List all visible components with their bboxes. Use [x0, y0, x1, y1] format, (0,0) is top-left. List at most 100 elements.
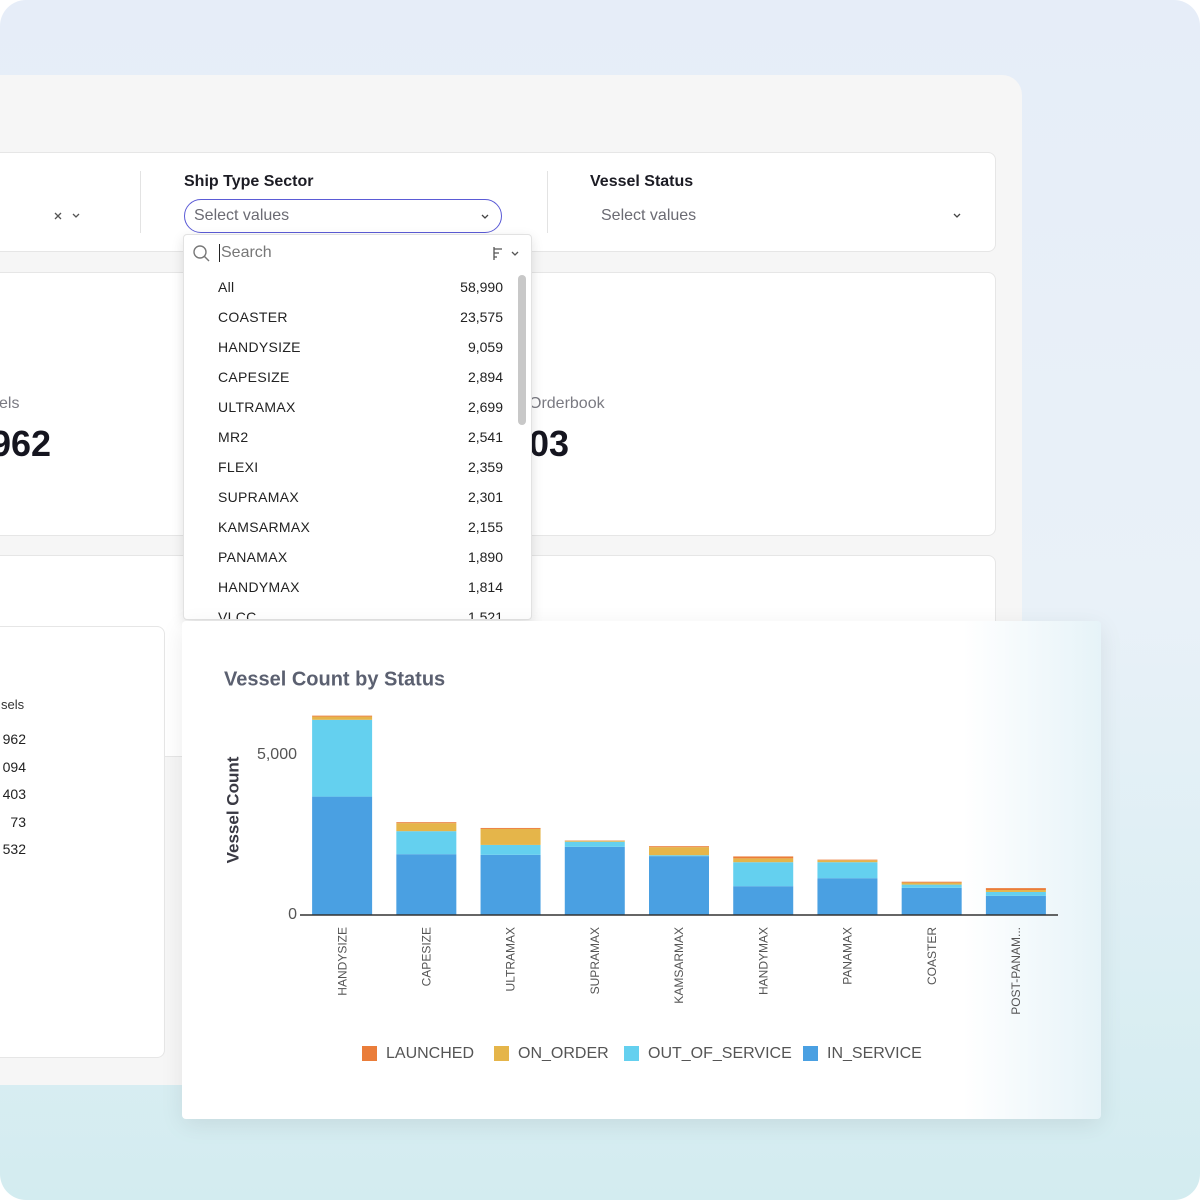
table-card: sels 962 094 403 73 532	[0, 626, 165, 1058]
legend-swatch	[803, 1046, 818, 1061]
scrollbar[interactable]	[518, 275, 526, 425]
bar-segment	[901, 887, 962, 915]
legend-label: IN_SERVICE	[827, 1045, 922, 1062]
chevron	[481, 214, 489, 219]
option-list: All 58,990 COASTER 23,575 HANDYSIZE 9,059 CAPE…	[184, 271, 531, 619]
bar-segment	[649, 847, 709, 856]
x-tick-label: KAMSARMAX	[672, 927, 686, 1004]
filter-label: Ship Type Sector	[184, 173, 314, 190]
option[interactable]: ULTRAMAX 2,699	[184, 391, 531, 421]
bar-segment	[649, 846, 709, 848]
x-tick-label: HANDYSIZE	[335, 927, 349, 996]
bar-segment	[985, 895, 1046, 915]
divider	[547, 171, 548, 233]
option-name: PANAMAX	[218, 549, 288, 565]
kpi-label: Orderbook	[529, 395, 605, 412]
option[interactable]: VLCC 1,521	[184, 601, 531, 620]
bar-segment	[396, 854, 457, 915]
bar-segment	[564, 840, 625, 842]
x-tick-label: SUPRAMAX	[588, 927, 602, 994]
table-cell: 403	[2, 786, 26, 802]
filter-label: Vessel Status	[590, 173, 694, 190]
option-count: 23,575	[460, 309, 503, 325]
y-axis-label: Vessel Count	[223, 756, 242, 863]
bar-segment	[480, 827, 541, 829]
bar-segment	[985, 891, 1046, 896]
x-tick-label: CAPESIZE	[420, 927, 434, 986]
y-tick-label: 5,000	[257, 746, 297, 763]
bar-segment	[817, 860, 878, 863]
search-icon	[193, 245, 210, 262]
table-cell: 094	[2, 758, 26, 775]
bar-segment	[985, 888, 1046, 891]
bar-segment	[396, 822, 457, 824]
option[interactable]: COASTER 23,575	[184, 301, 531, 331]
clear-icons	[54, 212, 80, 220]
option[interactable]: HANDYMAX 1,814	[184, 571, 531, 601]
search-input[interactable]: Search	[219, 244, 272, 262]
option-count: 1,890	[467, 549, 503, 565]
option[interactable]: FLEXI 2,359	[184, 451, 531, 481]
option-count: 2,894	[467, 369, 503, 385]
bar-segment	[312, 796, 373, 915]
select-placeholder: Select values	[194, 207, 290, 224]
option[interactable]: KAMSARMAX 2,155	[184, 511, 531, 541]
legend-swatch	[624, 1046, 639, 1061]
bar-segment	[817, 878, 878, 915]
option-name: All	[218, 279, 235, 295]
x-tick-label: ULTRAMAX	[504, 927, 518, 991]
option-name: VLCC	[218, 609, 257, 620]
bar-segment	[901, 881, 962, 883]
table-cell: 73	[10, 813, 26, 830]
option-name: CAPESIZE	[218, 369, 290, 385]
dropdown: Search All 58,990 COASTER 23,575 HANDYSIZE 9,…	[183, 234, 532, 620]
legend-label: ON_ORDER	[518, 1045, 609, 1062]
x-tick-label: PANAMAX	[841, 927, 855, 985]
bar-segment	[733, 856, 794, 859]
option[interactable]: SUPRAMAX 2,301	[184, 481, 531, 511]
option[interactable]: All 58,990	[184, 271, 531, 301]
option-name: COASTER	[218, 309, 288, 325]
option-count: 2,541	[467, 429, 503, 445]
legend-label: OUT_OF_SERVICE	[648, 1045, 792, 1062]
option[interactable]: HANDYSIZE 9,059	[184, 331, 531, 361]
bar-segment	[480, 854, 541, 915]
kpi-value: 03	[529, 423, 570, 464]
x-tick-label: COASTER	[925, 927, 939, 985]
bar-segment	[733, 862, 794, 887]
option-count: 1,814	[467, 579, 503, 595]
option-name: MR2	[218, 429, 249, 445]
bar-segment	[396, 831, 457, 855]
option-name: SUPRAMAX	[218, 489, 299, 505]
option-name: HANDYSIZE	[218, 339, 301, 355]
option-count: 2,359	[467, 459, 503, 475]
option[interactable]: PANAMAX 1,890	[184, 541, 531, 571]
bar-segment	[901, 884, 962, 888]
bar-segment	[733, 886, 794, 915]
option[interactable]: MR2 2,541	[184, 421, 531, 451]
sort-icon[interactable]	[492, 246, 524, 262]
bar-segment	[480, 844, 541, 855]
bar-segment	[733, 858, 794, 863]
option-count: 58,990	[460, 279, 503, 295]
option-name: HANDYMAX	[218, 579, 300, 595]
option-count: 2,155	[467, 519, 503, 535]
select-box[interactable]: Select values	[184, 199, 502, 233]
bar-segment	[649, 855, 709, 857]
table-cell: 532	[2, 841, 26, 857]
kpi-value: 962	[0, 423, 52, 464]
option[interactable]: CAPESIZE 2,894	[184, 361, 531, 391]
x-tick-label: HANDYMAX	[756, 927, 770, 995]
filter-bar: Ship Type Sector Select values Vessel St…	[0, 152, 996, 252]
option-count: 1,521	[467, 609, 503, 620]
legend-swatch	[494, 1046, 509, 1061]
bar-segment	[480, 828, 541, 845]
bar-segment	[396, 823, 457, 832]
bar-segment	[312, 719, 373, 797]
bar-segment	[901, 882, 962, 885]
chevron	[953, 213, 961, 218]
bar-segment	[817, 859, 878, 861]
bar-segment	[564, 841, 625, 847]
select-placeholder[interactable]: Select values	[601, 207, 697, 224]
